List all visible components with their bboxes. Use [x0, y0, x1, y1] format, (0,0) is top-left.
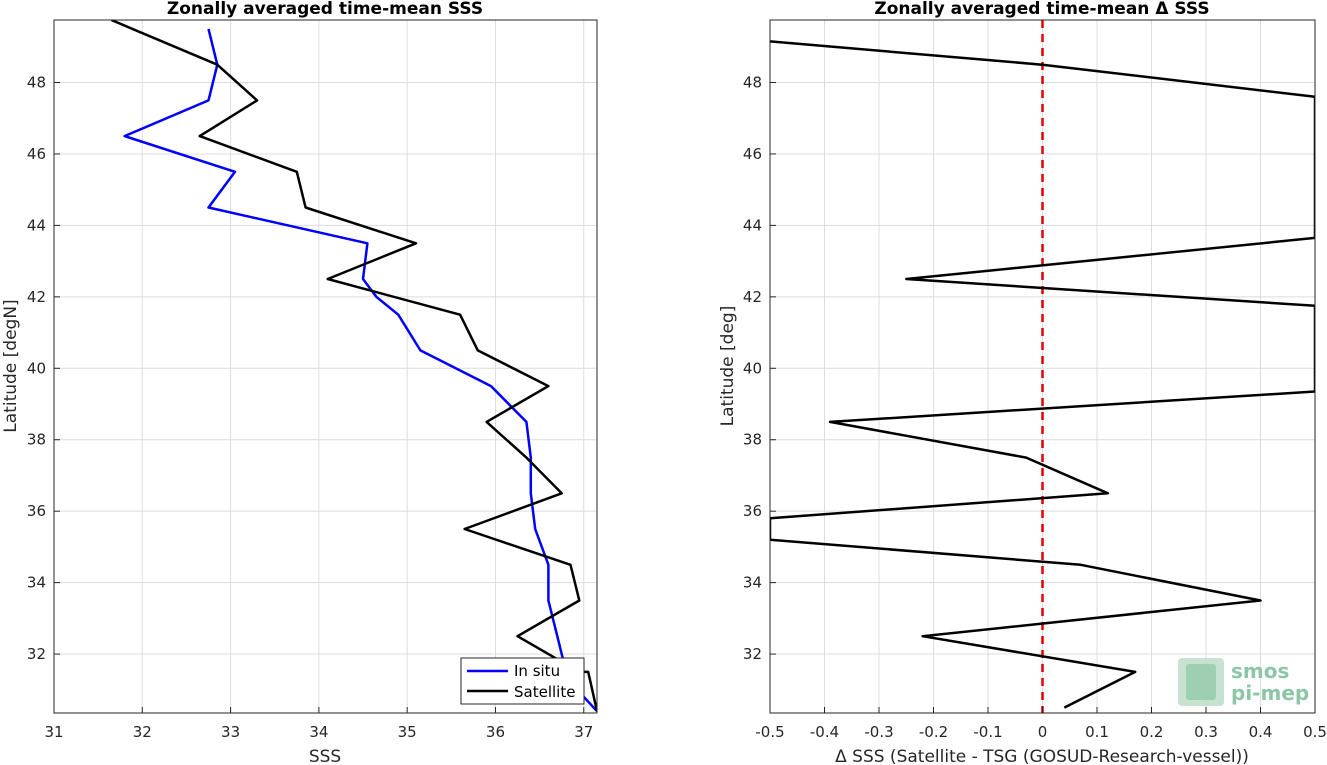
- y-tick-label: 38: [27, 431, 46, 449]
- x-tick-label: 36: [486, 723, 505, 741]
- x-tick-label: 0.2: [1140, 723, 1164, 741]
- series-layer: [770, 40, 1315, 709]
- y-tick-label: 34: [27, 574, 46, 592]
- panel-sss: 31 32 33 34 35 36 37 32 34 36 38 40 42 44 46 48 Zonally…: [1, 0, 598, 765]
- x-tick-label: -0.2: [919, 723, 948, 741]
- y-tick-label: 32: [27, 645, 46, 663]
- y-tick-label: 38: [743, 431, 762, 449]
- y-tick-label: 32: [743, 645, 762, 663]
- axes-frame: [53, 19, 598, 714]
- y-tick-label: 48: [27, 74, 46, 92]
- y-tick-label: 36: [743, 502, 762, 520]
- y-tick-label: 42: [743, 288, 762, 306]
- y-tick-label: 42: [27, 288, 46, 306]
- y-tick-label: 44: [743, 216, 762, 234]
- x-tick-label: -0.1: [973, 723, 1002, 741]
- x-tick-label: -0.4: [810, 723, 839, 741]
- y-tick-label: 40: [27, 359, 46, 377]
- y-tick-label: 46: [743, 145, 762, 163]
- series-line-in-situ: [123, 28, 597, 713]
- legend-box: [460, 657, 585, 705]
- logo-text-pi-mep: pi-mep: [1231, 681, 1309, 705]
- y-tick-label: 36: [27, 502, 46, 520]
- tick-labels: 31 32 33 34 35 36 37 32 34 36 38 40 42 44 46 48: [27, 74, 593, 741]
- y-tick-label: 46: [27, 145, 46, 163]
- y-tick-label: 40: [743, 359, 762, 377]
- legend-label-in-situ: In situ: [514, 662, 560, 680]
- x-tick-label: 37: [574, 723, 593, 741]
- x-tick-label: 0: [1038, 723, 1048, 741]
- x-axis-label: Δ SSS (Satellite - TSG (GOSUD-Research-v…: [835, 747, 1249, 765]
- x-tick-label: 32: [133, 723, 152, 741]
- legend-label-satellite: Satellite: [514, 683, 575, 701]
- y-tick-label: 48: [743, 74, 762, 92]
- chart-title: Zonally averaged time-mean Δ SSS: [874, 0, 1209, 19]
- series-layer: [110, 20, 597, 713]
- y-tick-label: 34: [743, 574, 762, 592]
- x-tick-label: 35: [398, 723, 417, 741]
- x-tick-label: 0.5: [1303, 723, 1327, 741]
- y-axis-label: Latitude [degN]: [1, 299, 21, 432]
- y-tick-label: 44: [27, 216, 46, 234]
- series-line-satellite: [110, 20, 597, 712]
- legend: In situ Satellite: [460, 657, 585, 705]
- x-tick-label: 34: [309, 723, 328, 741]
- logo-text-smos: smos: [1231, 659, 1289, 683]
- x-tick-label: 33: [221, 723, 240, 741]
- logo-graphic-inner: [1186, 664, 1216, 700]
- smos-pi-mep-logo: smos pi-mep: [1178, 658, 1309, 706]
- x-axis-label: SSS: [309, 747, 341, 765]
- grid: [53, 20, 597, 713]
- x-tick-label: 0.3: [1194, 723, 1218, 741]
- panel-delta-sss: -0.5 -0.4 -0.3 -0.2 -0.1 0 0.1 0.2 0.3 0.4 0.5 32 34…: [718, 0, 1327, 765]
- x-tick-label: 31: [44, 723, 63, 741]
- chart-title: Zonally averaged time-mean SSS: [167, 0, 483, 19]
- y-axis-label: Latitude [deg]: [718, 306, 738, 427]
- series-line-delta-sss: [770, 40, 1315, 709]
- x-tick-label: 0.1: [1085, 723, 1109, 741]
- x-tick-label: -0.5: [755, 723, 784, 741]
- x-tick-label: 0.4: [1249, 723, 1273, 741]
- x-tick-label: -0.3: [864, 723, 893, 741]
- tick-labels: -0.5 -0.4 -0.3 -0.2 -0.1 0 0.1 0.2 0.3 0.4 0.5 32 34…: [743, 74, 1327, 741]
